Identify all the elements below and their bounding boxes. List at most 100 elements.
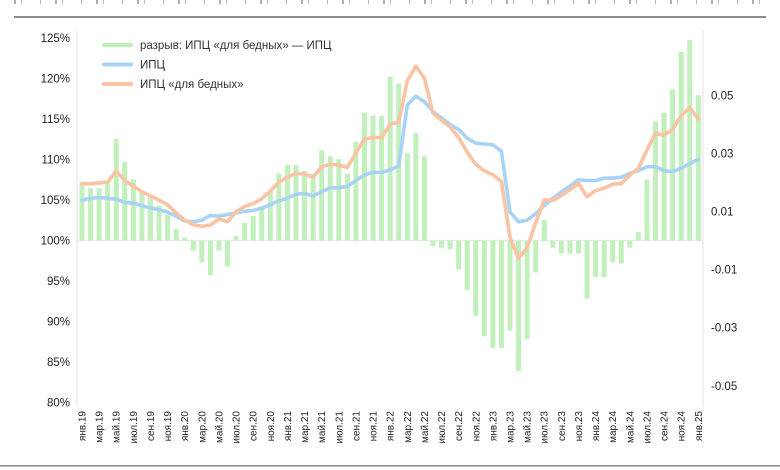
gap-bar (413, 133, 419, 241)
gap-bar (687, 40, 693, 241)
gap-bar (284, 164, 290, 241)
left-axis-label: 100% (41, 236, 70, 248)
left-axis-label: 125% (41, 33, 70, 45)
gap-bar (575, 240, 581, 254)
gap-bar (439, 240, 445, 248)
x-axis-label: июл.21 (334, 411, 345, 444)
gap-bar (550, 240, 556, 248)
x-axis-label: сен.20 (249, 411, 260, 441)
gap-bar (130, 179, 136, 241)
x-axis-label: июл.19 (129, 411, 140, 444)
x-axis-label: янв.24 (591, 411, 602, 442)
gap-bar (644, 179, 650, 241)
x-axis-label: мар.23 (506, 411, 517, 443)
gap-bar (593, 240, 599, 277)
x-axis-label: мар.24 (608, 411, 619, 443)
left-axis-label: 95% (47, 276, 70, 288)
gap-bar (105, 182, 111, 241)
gap-bar (156, 205, 162, 241)
gap-bar (165, 214, 171, 241)
gap-bar (695, 95, 701, 241)
x-axis-label: июл.24 (643, 411, 654, 444)
cropped-text-fragments (14, 0, 766, 4)
gap-bar (584, 240, 590, 299)
x-axis-label: янв.21 (283, 411, 294, 442)
x-axis-label: янв.25 (694, 411, 705, 442)
x-axis-label: ноя.22 (471, 411, 482, 442)
gap-bar (293, 164, 299, 241)
gap-bar (610, 240, 616, 263)
x-axis-label: мар.21 (300, 411, 311, 443)
gap-bar (96, 188, 102, 241)
gap-bar (225, 240, 231, 267)
gap-bar (310, 173, 316, 241)
left-axis-label: 105% (41, 195, 70, 207)
gap-bar (618, 240, 624, 264)
gap-bar (79, 182, 85, 241)
left-axis-label: 115% (41, 114, 70, 126)
x-axis-label: сен.19 (146, 411, 157, 441)
left-axis-label: 120% (41, 73, 70, 85)
x-axis-label: янв.22 (386, 411, 397, 442)
x-axis-label: янв.20 (180, 411, 191, 442)
gap-bar (387, 76, 393, 241)
right-axis-label: -0.01 (711, 265, 737, 277)
gap-bar (447, 240, 453, 250)
gap-bar (601, 240, 607, 277)
gap-bar (533, 240, 539, 273)
gap-bar (173, 228, 179, 241)
gap-bar (88, 188, 94, 241)
gap-bar (558, 240, 564, 254)
right-axis-label: -0.05 (711, 381, 737, 393)
gap-bar (319, 150, 325, 241)
x-axis-label: сен.23 (557, 411, 568, 441)
x-axis-label: май.20 (215, 411, 226, 443)
gap-bar (670, 89, 676, 241)
x-axis-label: ноя.21 (369, 411, 380, 442)
x-axis-label: сен.24 (660, 411, 671, 441)
gap-bar (336, 159, 342, 241)
gap-bar (430, 240, 436, 247)
x-axis-label: мар.20 (197, 411, 208, 443)
gap-bar (661, 112, 667, 241)
x-axis-label: июл.23 (540, 411, 551, 444)
gap-bar (370, 115, 376, 241)
x-axis-label: ноя.24 (677, 411, 688, 442)
gap-bar (327, 156, 333, 241)
gap-bar (498, 240, 504, 348)
gap-bar (490, 240, 496, 348)
x-axis-label: июл.22 (437, 411, 448, 444)
gap-bar (353, 141, 359, 241)
gap-bar (464, 240, 470, 290)
x-axis-label: сен.22 (454, 411, 465, 441)
x-axis-label: май.24 (625, 411, 636, 443)
gap-bar (516, 240, 522, 372)
gap-bar (216, 240, 222, 251)
gap-bar (147, 196, 153, 241)
x-axis-label: ноя.20 (266, 411, 277, 442)
gap-bar (481, 240, 487, 337)
gap-bar (276, 173, 282, 241)
gap-bar (653, 121, 659, 241)
left-axis-label: 110% (41, 154, 70, 166)
right-axis-label: 0.05 (711, 90, 733, 102)
gap-bar (456, 240, 462, 270)
right-axis-label: 0.01 (711, 206, 733, 218)
x-axis-label: ноя.19 (163, 411, 174, 442)
legend-label-ipc: ИПЦ (140, 60, 166, 72)
x-axis-label: май.23 (523, 411, 534, 443)
gap-bar (678, 51, 684, 241)
right-axis-label: -0.03 (711, 323, 737, 335)
x-axis-label: май.21 (317, 411, 328, 443)
gap-bar (635, 231, 641, 241)
bottom-divider (0, 465, 780, 467)
left-axis-label: 80% (47, 398, 70, 410)
gap-bar (404, 153, 410, 241)
gap-bar (267, 191, 273, 241)
gap-bar (207, 240, 213, 276)
gap-bar (627, 240, 633, 248)
gap-bar (259, 207, 265, 241)
gap-bar (524, 240, 530, 340)
